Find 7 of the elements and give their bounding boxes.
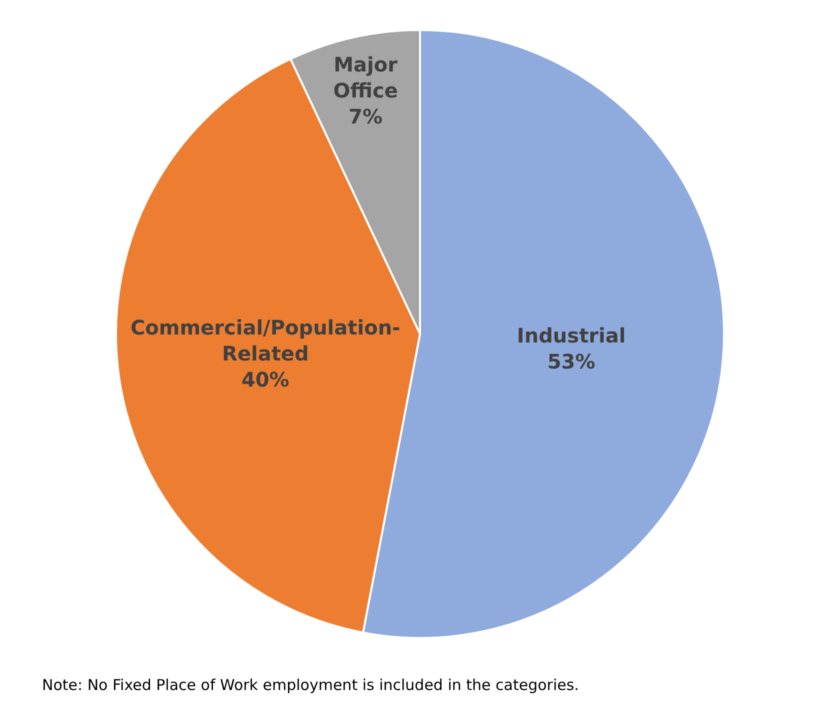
slice-label: Industrial — [516, 323, 626, 348]
text: Note: No Fixed Place of Work employment is included in the categories. — [42, 676, 579, 694]
data-label: 7% — [348, 104, 383, 128]
data-label: 53% — [547, 349, 596, 374]
slice-label: Major Office — [333, 52, 398, 102]
data-label: 40% — [241, 368, 290, 392]
slice-label: Commercial/Population-Related — [130, 316, 400, 366]
